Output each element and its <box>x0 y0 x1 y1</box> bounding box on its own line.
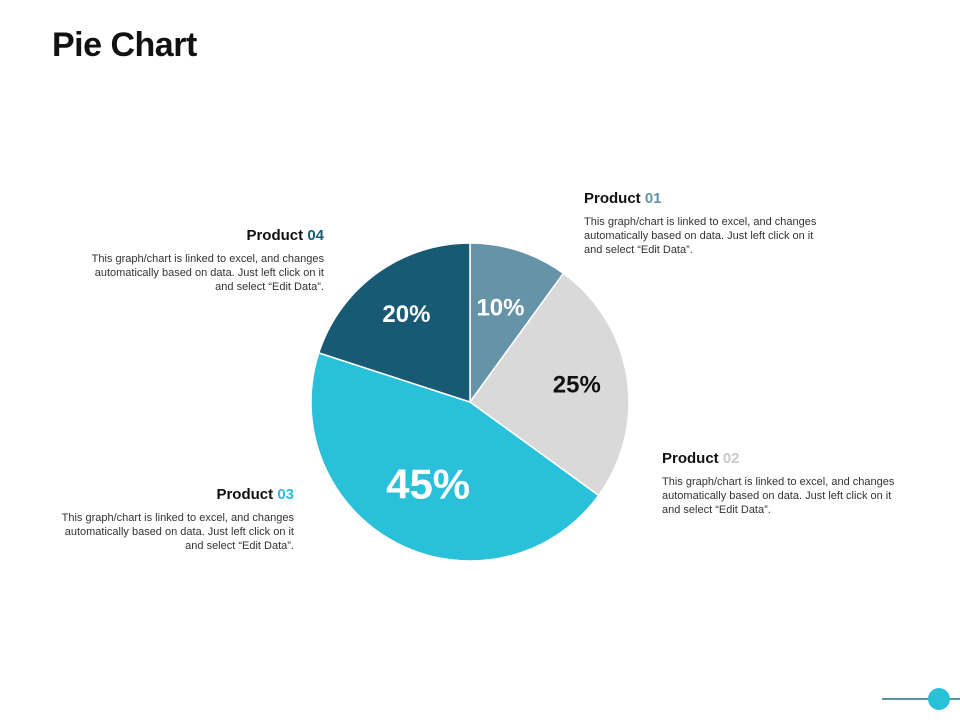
pie-slice-label: 25% <box>553 372 601 399</box>
callout-word: Product <box>662 450 719 467</box>
callout-number: 04 <box>307 227 324 244</box>
footer-decor-line <box>946 698 960 700</box>
page-title: Pie Chart <box>52 26 197 64</box>
pie-slice <box>468 272 630 497</box>
pie-slice-label: 20% <box>382 301 430 328</box>
callout-product-02: Product 02 This graph/chart is linked to… <box>662 450 912 517</box>
callout-word: Product <box>216 486 274 503</box>
callout-description: This graph/chart is linked to excel, and… <box>662 476 895 516</box>
callout-product-03: Product 03 This graph/chart is linked to… <box>44 486 294 553</box>
callout-number: 02 <box>722 450 740 467</box>
callout-heading: Product 04 <box>74 227 324 244</box>
footer-decor-dot <box>928 688 950 710</box>
callout-description: This graph/chart is linked to excel, and… <box>91 253 324 293</box>
callout-heading: Product 01 <box>584 190 834 207</box>
callout-number: 01 <box>644 190 662 207</box>
pie-slice <box>310 351 600 562</box>
footer-decor-line <box>882 698 932 700</box>
callout-description: This graph/chart is linked to excel, and… <box>61 512 294 552</box>
pie-slice-label: 45% <box>386 461 470 508</box>
pie-slice <box>469 242 565 405</box>
callout-word: Product <box>584 190 641 207</box>
callout-word: Product <box>246 227 304 244</box>
callout-heading: Product 02 <box>662 450 912 467</box>
callout-product-04: Product 04 This graph/chart is linked to… <box>74 227 324 294</box>
callout-description: This graph/chart is linked to excel, and… <box>584 216 817 256</box>
callout-product-01: Product 01 This graph/chart is linked to… <box>584 190 834 257</box>
callout-number: 03 <box>277 486 294 503</box>
pie-slice-label: 10% <box>476 295 524 322</box>
callout-heading: Product 03 <box>44 486 294 503</box>
pie-slice <box>317 242 471 404</box>
